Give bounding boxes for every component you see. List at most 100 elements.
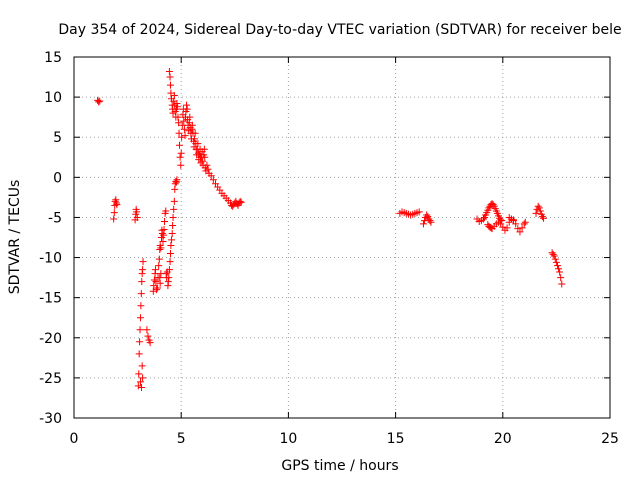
data-point [162, 207, 170, 215]
data-point [168, 229, 176, 237]
data-point [169, 221, 177, 229]
data-point [175, 119, 183, 127]
data-point [512, 220, 520, 228]
data-point [190, 135, 198, 143]
y-tick-label: -30 [39, 411, 62, 427]
data-series [94, 67, 566, 392]
data-point [157, 244, 165, 252]
data-point [177, 149, 185, 157]
data-point [532, 209, 540, 217]
y-tick-label: -25 [39, 371, 62, 387]
data-point [136, 314, 144, 322]
data-point [180, 125, 188, 133]
data-point [143, 326, 151, 334]
data-point [550, 252, 558, 260]
data-point [181, 132, 189, 140]
data-point [110, 209, 118, 217]
axis-ticks [73, 56, 611, 419]
data-point [487, 224, 495, 232]
data-point [177, 161, 185, 169]
data-point [169, 213, 177, 221]
data-point [194, 140, 202, 148]
data-point [136, 338, 144, 346]
data-point [175, 141, 183, 149]
x-tick-label: 0 [70, 431, 79, 447]
data-point [111, 197, 119, 205]
data-point [156, 279, 164, 287]
data-point [154, 284, 162, 292]
data-point [160, 225, 168, 233]
data-point [553, 262, 561, 270]
data-point [200, 145, 208, 153]
data-point [113, 201, 121, 209]
data-point [498, 217, 506, 225]
data-point [133, 208, 141, 216]
y-tick-label: -15 [39, 291, 62, 307]
data-point [201, 153, 209, 161]
data-point [236, 197, 244, 205]
data-point [150, 276, 158, 284]
data-point [191, 129, 199, 137]
data-point [489, 201, 497, 209]
data-point [549, 250, 557, 258]
data-point [170, 92, 178, 100]
data-point [516, 228, 524, 236]
x-tick-label: 5 [177, 431, 186, 447]
data-point [165, 266, 173, 274]
data-point [170, 197, 178, 205]
data-point [207, 172, 215, 180]
y-tick-label: 15 [44, 50, 62, 66]
data-point [137, 290, 145, 298]
data-point [168, 236, 176, 244]
x-axis-label: GPS time / hours [281, 458, 398, 474]
data-point [520, 220, 528, 228]
data-point [415, 208, 423, 216]
data-point [96, 97, 104, 105]
y-axis-tick-labels: -30 -25 -20 -15 -10 -5 0 5 10 15 [39, 50, 62, 427]
data-point [172, 177, 180, 185]
data-point [167, 242, 175, 250]
x-tick-label: 15 [387, 431, 405, 447]
data-point [151, 266, 159, 274]
grid [74, 57, 610, 418]
x-tick-label: 25 [601, 431, 619, 447]
data-point [139, 266, 147, 274]
data-point [556, 268, 564, 276]
data-point [426, 217, 434, 225]
data-point [558, 280, 566, 288]
data-point [95, 98, 103, 106]
data-point [521, 218, 529, 226]
data-point [166, 73, 174, 81]
data-point [139, 258, 147, 266]
plot-frame [73, 56, 611, 419]
data-point [551, 255, 559, 263]
data-point [136, 326, 144, 334]
data-point [173, 103, 181, 111]
data-point [135, 350, 143, 358]
data-point [188, 121, 196, 129]
x-tick-label: 10 [279, 431, 297, 447]
y-tick-label: -20 [39, 331, 62, 347]
data-point [518, 224, 526, 232]
y-tick-label: 5 [53, 130, 62, 146]
data-point [557, 274, 565, 282]
data-point [138, 362, 146, 370]
data-point [166, 258, 174, 266]
data-point [536, 207, 544, 215]
x-tick-label: 20 [494, 431, 512, 447]
data-point [170, 205, 178, 213]
data-point [144, 332, 152, 340]
data-point [555, 265, 563, 273]
data-point [173, 176, 181, 184]
data-point [165, 67, 173, 75]
data-point [535, 204, 543, 212]
data-point [153, 286, 161, 294]
data-point [178, 133, 186, 141]
data-point [152, 278, 160, 286]
data-point [138, 384, 146, 392]
data-point [110, 215, 118, 223]
data-point [158, 229, 166, 237]
data-point [423, 211, 431, 219]
data-point [419, 220, 427, 228]
